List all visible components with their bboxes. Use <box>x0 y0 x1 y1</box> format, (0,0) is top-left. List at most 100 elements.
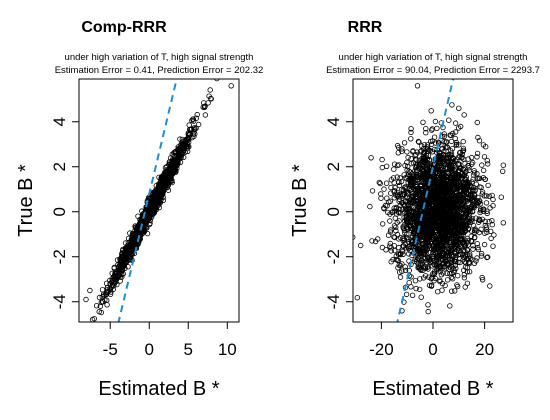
data-point <box>500 162 506 168</box>
data-point <box>466 259 472 266</box>
data-point <box>354 295 360 301</box>
data-point <box>435 183 441 189</box>
data-point <box>443 139 449 145</box>
data-point <box>463 193 469 200</box>
data-point <box>421 149 427 156</box>
data-point <box>109 270 115 277</box>
data-point <box>419 158 426 165</box>
data-point <box>418 294 424 300</box>
data-point <box>449 288 455 294</box>
data-point <box>471 235 478 241</box>
data-point <box>438 188 444 194</box>
data-point <box>450 210 457 217</box>
data-point <box>376 179 382 186</box>
data-point <box>454 188 460 195</box>
data-point <box>426 274 432 280</box>
data-point <box>417 149 424 155</box>
data-point <box>434 182 440 188</box>
data-point <box>422 249 428 255</box>
data-point <box>420 240 426 247</box>
data-point <box>396 162 402 168</box>
data-point <box>380 221 386 227</box>
data-point <box>470 159 476 166</box>
data-point <box>489 192 495 199</box>
data-point <box>449 102 455 108</box>
data-point <box>462 170 468 176</box>
point-layer <box>83 79 234 322</box>
data-point <box>427 172 433 178</box>
data-point <box>425 264 431 270</box>
data-point <box>438 173 444 179</box>
data-point <box>424 142 431 148</box>
data-point <box>97 303 104 309</box>
data-point <box>93 303 100 309</box>
data-point <box>438 272 445 278</box>
data-point <box>416 139 422 145</box>
data-point <box>383 180 390 186</box>
data-point <box>449 182 455 189</box>
data-point <box>444 152 450 159</box>
data-point <box>453 240 459 246</box>
data-point <box>412 168 418 174</box>
data-point <box>405 245 412 251</box>
data-point <box>141 227 147 233</box>
data-point <box>411 192 417 199</box>
data-point <box>446 117 452 123</box>
data-point <box>186 132 193 138</box>
data-point <box>418 186 424 192</box>
data-point <box>408 196 414 203</box>
data-point <box>439 280 446 287</box>
data-point <box>391 166 397 172</box>
data-point <box>456 105 462 111</box>
data-point <box>421 275 427 281</box>
data-point <box>146 210 153 216</box>
data-point <box>452 135 458 142</box>
data-point <box>456 198 463 205</box>
data-point <box>478 226 484 232</box>
y-tick-label: 2 <box>50 162 69 171</box>
data-point <box>473 215 479 221</box>
data-point <box>412 278 419 284</box>
data-point <box>464 269 470 275</box>
data-point <box>469 238 475 245</box>
data-point <box>433 232 439 238</box>
data-point <box>113 270 119 276</box>
data-point <box>440 257 446 263</box>
data-point <box>446 246 452 252</box>
data-point <box>433 258 440 265</box>
data-point <box>444 187 451 193</box>
data-point <box>460 138 466 145</box>
data-point <box>83 296 89 303</box>
data-point <box>459 170 466 177</box>
data-point <box>437 156 444 163</box>
data-point <box>417 286 423 293</box>
data-point <box>228 83 234 89</box>
data-point <box>382 202 389 209</box>
data-point <box>429 275 435 281</box>
x-tick-label: 20 <box>475 340 494 359</box>
data-point <box>446 207 453 214</box>
data-point <box>404 149 410 155</box>
data-point <box>448 152 454 158</box>
data-point <box>474 255 480 261</box>
data-point <box>465 225 472 232</box>
data-point <box>462 180 469 187</box>
data-point <box>432 118 439 125</box>
data-point <box>379 244 386 251</box>
data-point <box>396 262 402 268</box>
panel-title: Comp-RRR <box>81 19 167 36</box>
data-point <box>475 134 481 141</box>
data-point <box>479 277 486 283</box>
data-point <box>444 253 450 259</box>
data-point <box>177 159 184 165</box>
y-tick-label: 0 <box>324 207 343 216</box>
data-point <box>418 193 424 199</box>
data-point <box>457 235 463 242</box>
data-point <box>387 229 394 235</box>
data-point <box>114 257 121 263</box>
data-point <box>388 184 394 191</box>
data-point <box>396 182 403 189</box>
data-point <box>482 218 488 225</box>
panel-comp-rrr: Comp-RRR under high variation of T, high … <box>15 19 263 400</box>
data-point <box>454 282 460 288</box>
